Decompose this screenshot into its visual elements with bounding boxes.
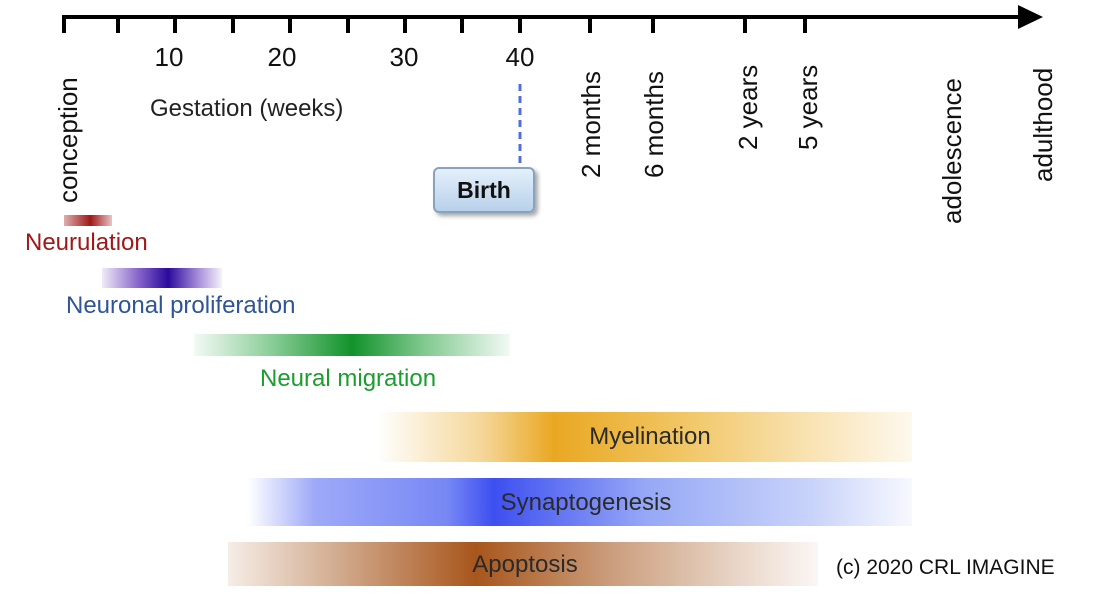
neuronal-proliferation-bar bbox=[102, 268, 222, 288]
milestone-adolescence: adolescence bbox=[937, 78, 967, 224]
myelination-bar bbox=[377, 412, 912, 462]
milestone-adulthood: adulthood bbox=[1028, 67, 1058, 182]
birth-box: Birth bbox=[433, 167, 535, 213]
milestone-5-years: 5 years bbox=[793, 64, 823, 150]
timeline-ticks bbox=[62, 15, 807, 33]
copyright-notice: (c) 2020 CRL IMAGINE bbox=[836, 556, 1055, 579]
neural-migration-label: Neural migration bbox=[260, 365, 437, 392]
synaptogenesis-label: Synaptogenesis bbox=[500, 489, 672, 516]
milestone-2-years: 2 years bbox=[733, 64, 763, 150]
milestone-conception: conception bbox=[53, 77, 83, 203]
apoptosis-bar bbox=[228, 542, 818, 586]
milestone-6-months: 6 months bbox=[639, 71, 669, 178]
tick-label-30: 30 bbox=[389, 42, 419, 72]
neuronal-proliferation-label: Neuronal proliferation bbox=[66, 292, 296, 319]
apoptosis-label: Apoptosis bbox=[472, 551, 578, 578]
neurulation-label: Neurulation bbox=[25, 229, 148, 256]
tick-label-20: 20 bbox=[267, 42, 297, 72]
neural-migration-bar bbox=[194, 334, 510, 356]
gestation-axis-label: Gestation (weeks) bbox=[150, 95, 344, 122]
neurulation-bar bbox=[64, 215, 112, 226]
milestone-2-months: 2 months bbox=[576, 71, 606, 178]
synaptogenesis-bar bbox=[248, 478, 912, 526]
timeline-arrowhead bbox=[1018, 5, 1043, 29]
tick-label-10: 10 bbox=[154, 42, 184, 72]
tick-label-40: 40 bbox=[505, 42, 535, 72]
myelination-label: Myelination bbox=[589, 423, 711, 450]
